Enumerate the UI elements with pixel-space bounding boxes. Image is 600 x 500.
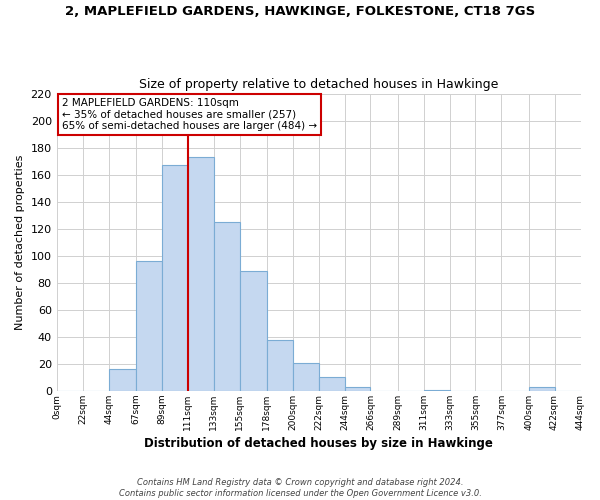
Bar	[239, 270, 266, 391]
Bar	[293, 362, 319, 391]
Title: Size of property relative to detached houses in Hawkinge: Size of property relative to detached ho…	[139, 78, 498, 91]
Bar	[136, 261, 161, 391]
Bar	[266, 340, 293, 391]
Text: 2, MAPLEFIELD GARDENS, HAWKINGE, FOLKESTONE, CT18 7GS: 2, MAPLEFIELD GARDENS, HAWKINGE, FOLKEST…	[65, 5, 535, 18]
Text: 2 MAPLEFIELD GARDENS: 110sqm
← 35% of detached houses are smaller (257)
65% of s: 2 MAPLEFIELD GARDENS: 110sqm ← 35% of de…	[62, 98, 317, 131]
Bar	[161, 165, 188, 391]
Text: Contains HM Land Registry data © Crown copyright and database right 2024.
Contai: Contains HM Land Registry data © Crown c…	[119, 478, 481, 498]
Bar	[424, 390, 449, 391]
Bar	[344, 387, 370, 391]
X-axis label: Distribution of detached houses by size in Hawkinge: Distribution of detached houses by size …	[144, 437, 493, 450]
Y-axis label: Number of detached properties: Number of detached properties	[15, 154, 25, 330]
Bar	[214, 222, 239, 391]
Bar	[529, 387, 554, 391]
Bar	[319, 378, 344, 391]
Bar	[188, 157, 214, 391]
Bar	[109, 370, 136, 391]
